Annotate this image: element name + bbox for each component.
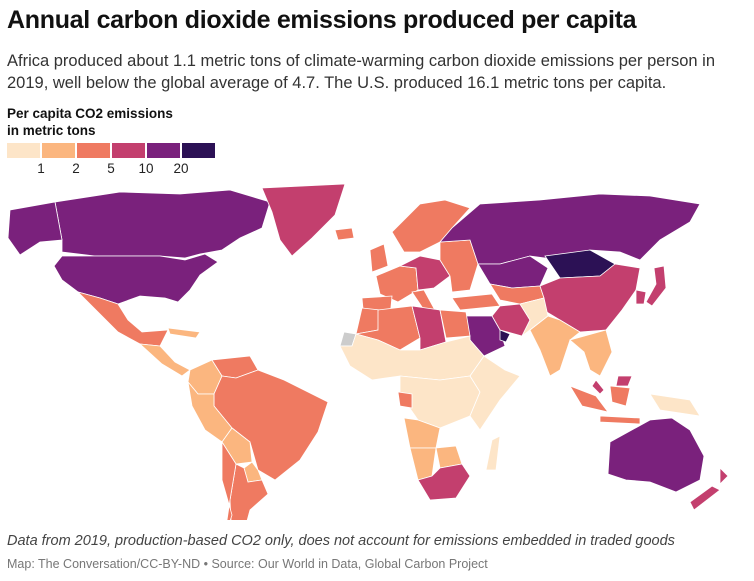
map-title: Annual carbon dioxide emissions produced… [7, 6, 637, 34]
map-subtitle: Africa produced about 1.1 metric tons of… [7, 52, 716, 92]
country-canada [54, 189, 271, 259]
country-namibia [409, 447, 437, 481]
legend-title-line1: Per capita CO2 emissions [7, 106, 173, 121]
country-malaysia [591, 375, 633, 395]
country-argentina [229, 463, 269, 520]
country-central-europe [398, 255, 451, 291]
country-sahel-africa [339, 333, 485, 381]
legend-tick-label: 10 [138, 161, 154, 176]
country-korea-japan [635, 265, 667, 307]
country-madagascar [485, 435, 501, 471]
country-cuba [167, 327, 201, 339]
country-uk [369, 243, 389, 273]
country-russia [439, 193, 701, 265]
country-new-zealand [689, 467, 729, 511]
legend-tick-label: 2 [72, 161, 80, 176]
country-central-america [138, 343, 191, 377]
country-gulf [499, 329, 511, 343]
country-chile [221, 440, 237, 520]
country-southeast-asia [569, 329, 613, 377]
country-indonesia [569, 385, 641, 425]
legend-swatch-3 [112, 143, 145, 158]
legend-swatch-5 [182, 143, 215, 158]
country-turkey [451, 293, 501, 311]
legend-swatch-1 [42, 143, 75, 158]
legend-tick-label: 20 [173, 161, 189, 176]
footnote: Data from 2019, production-based CO2 onl… [7, 533, 675, 549]
country-usa [53, 253, 219, 305]
legend-swatch-0 [7, 143, 40, 158]
legend-swatch-4 [147, 143, 180, 158]
country-south-africa [417, 463, 471, 501]
country-greenland [261, 183, 346, 257]
country-gabon [397, 391, 413, 409]
legend-tick-label: 1 [37, 161, 45, 176]
legend-title: Per capita CO2 emissions in metric tons [7, 105, 173, 139]
country-east-africa [469, 355, 521, 431]
source-line: Map: The Conversation/CC-BY-ND • Source:… [7, 557, 488, 571]
color-legend [7, 143, 215, 158]
country-iceland [334, 227, 355, 241]
legend-tick-label: 5 [107, 161, 115, 176]
country-australia [607, 417, 705, 493]
country-new-guinea [649, 393, 701, 417]
country-angola [403, 417, 441, 449]
legend-title-line2: in metric tons [7, 123, 96, 138]
legend-swatch-2 [77, 143, 110, 158]
country-mexico [76, 291, 169, 347]
world-map [7, 183, 729, 520]
country-alaska [7, 201, 63, 256]
